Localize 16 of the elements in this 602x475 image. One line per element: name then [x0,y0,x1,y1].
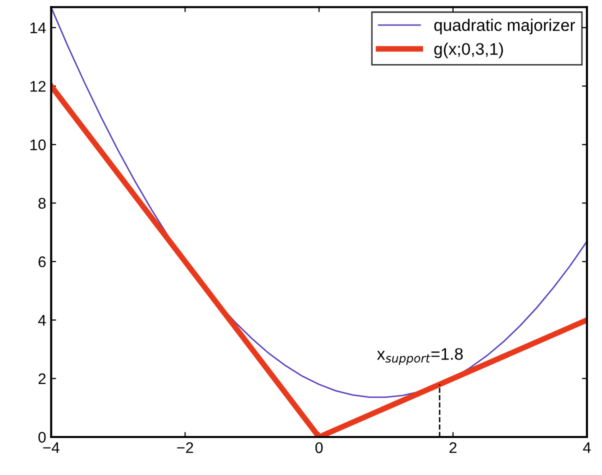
legend-label: g(x;0,3,1) [434,42,503,58]
legend-label: quadratic majorizer [434,18,576,34]
y-tick-label: 0 [38,432,46,443]
x-tick-label: 0 [315,442,323,454]
x-tick-label: −4 [43,442,60,453]
y-tick-label: 14 [30,22,46,34]
x-tick-label: 2 [450,442,456,453]
y-tick-label: 12 [30,80,46,92]
annotation: x$_{support}$=1.8 [377,348,463,365]
y-tick-label: 8 [38,198,46,209]
y-tick-label: 2 [38,373,46,384]
x-tick-label: −2 [177,442,194,453]
x-tick-label: 4 [583,442,591,453]
y-tick-label: 10 [30,139,46,150]
y-tick-label: 4 [38,315,46,326]
y-tick-label: 6 [38,256,46,268]
